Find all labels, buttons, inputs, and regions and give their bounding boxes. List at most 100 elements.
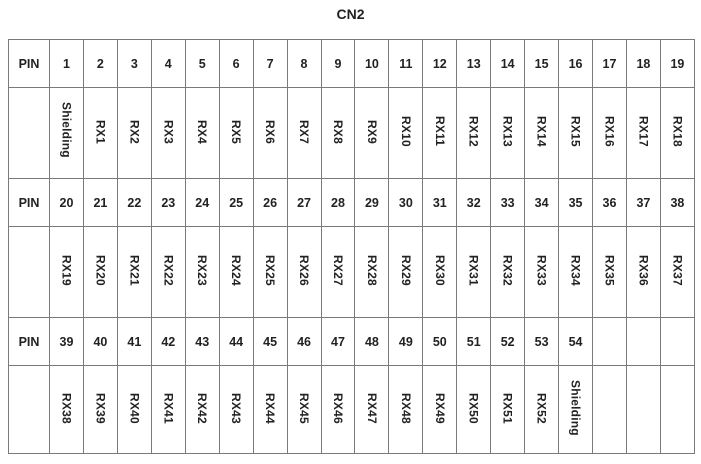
- pinout-table: PIN 1 2 3 4 5 6 7 8 9 10 11 12 13 14 15 16 17 18 19 Shieldin…: [8, 39, 696, 454]
- signal-label: RX32: [500, 255, 515, 286]
- signal-cell: RX40: [116, 365, 152, 454]
- signal-cell: RX36: [625, 226, 661, 318]
- signal-cell: RX38: [49, 365, 84, 454]
- signal-label: RX24: [229, 255, 244, 286]
- signal-label: RX4: [195, 119, 210, 144]
- pin-number-cell: [659, 317, 696, 366]
- signal-label: RX47: [364, 392, 379, 424]
- signal-cell: RX10: [388, 87, 424, 179]
- pin-number-cell: 11: [388, 39, 424, 88]
- signal-label: RX5: [229, 119, 244, 144]
- pin-number-cell: 35: [558, 178, 593, 227]
- pin-number-cell: 42: [150, 317, 186, 366]
- signal-cell: RX7: [286, 87, 322, 179]
- signal-label: RX26: [297, 255, 312, 286]
- pin-number-cell: 18: [625, 39, 661, 88]
- signal-label: RX52: [534, 392, 549, 424]
- signal-label: RX39: [93, 392, 108, 424]
- signal-row: Shielding RX1 RX2 RX3 RX4 RX5 RX6 RX7 RX8 RX9 RX10…: [8, 87, 696, 179]
- pin-number-cell: 46: [286, 317, 322, 366]
- pin-number-cell: 5: [184, 39, 220, 88]
- signal-label: RX2: [127, 119, 142, 144]
- signal-label: RX33: [534, 255, 549, 286]
- pin-number-cell: 27: [286, 178, 322, 227]
- signal-label: Shielding: [59, 102, 74, 158]
- pin-number-cell: 22: [116, 178, 152, 227]
- signal-row: RX38 RX39 RX40 RX41 RX42 RX43 RX44 RX45 RX46 RX47…: [8, 365, 696, 454]
- signal-label: RX17: [636, 116, 651, 147]
- signal-cell: RX8: [320, 87, 356, 179]
- signal-label: RX23: [195, 255, 210, 286]
- pin-number-cell: 10: [354, 39, 390, 88]
- signal-label: RX27: [330, 255, 345, 286]
- signal-cell: RX18: [659, 87, 696, 179]
- signal-cell: RX27: [320, 226, 356, 318]
- signal-label: RX1: [93, 119, 108, 144]
- signal-cell: RX26: [286, 226, 322, 318]
- signal-label: RX29: [398, 255, 413, 286]
- signal-cell: RX1: [82, 87, 118, 179]
- signal-label: RX14: [534, 116, 549, 147]
- pin-number-cell: 47: [320, 317, 356, 366]
- signal-label: RX35: [602, 255, 617, 286]
- pin-number-cell: 13: [456, 39, 492, 88]
- signal-label: RX51: [500, 392, 515, 424]
- pin-number-cell: 40: [82, 317, 118, 366]
- signal-cell: RX6: [252, 87, 288, 179]
- signal-cell: RX31: [456, 226, 492, 318]
- signal-label: RX46: [330, 392, 345, 424]
- signal-cell: [592, 365, 627, 454]
- signal-cell: [659, 365, 696, 454]
- pin-number-cell: 25: [218, 178, 254, 227]
- empty-header-cell: [8, 87, 50, 179]
- pin-number-row: PIN 39 40 41 42 43 44 45 46 47 48 49 50 51 52 53 54: [8, 317, 696, 366]
- signal-label: RX37: [670, 255, 685, 286]
- signal-cell: RX19: [49, 226, 84, 318]
- signal-cell: RX13: [490, 87, 526, 179]
- pin-number-cell: 17: [592, 39, 627, 88]
- pin-number-cell: 9: [320, 39, 356, 88]
- pin-number-cell: 19: [659, 39, 696, 88]
- signal-label: RX42: [195, 392, 210, 424]
- pin-header-cell: PIN: [8, 317, 50, 366]
- pin-number-row: PIN 20 21 22 23 24 25 26 27 28 29 30 31 32 33 34 35 36 37 3…: [8, 178, 696, 227]
- pin-number-cell: 23: [150, 178, 186, 227]
- empty-header-cell: [8, 365, 50, 454]
- pin-number-cell: 26: [252, 178, 288, 227]
- signal-cell: RX24: [218, 226, 254, 318]
- signal-cell: RX42: [184, 365, 220, 454]
- signal-cell: RX17: [625, 87, 661, 179]
- pin-number-cell: 28: [320, 178, 356, 227]
- signal-cell: RX37: [659, 226, 696, 318]
- signal-label: RX21: [127, 255, 142, 286]
- signal-label: RX20: [93, 255, 108, 286]
- signal-label: RX40: [127, 392, 142, 424]
- signal-cell: RX15: [558, 87, 593, 179]
- pin-number-cell: 32: [456, 178, 492, 227]
- pin-number-cell: 36: [592, 178, 627, 227]
- pin-number-cell: 29: [354, 178, 390, 227]
- signal-label: RX50: [466, 392, 481, 424]
- pin-number-cell: 50: [422, 317, 458, 366]
- signal-cell: RX21: [116, 226, 152, 318]
- signal-label: RX13: [500, 116, 515, 147]
- connector-title: CN2: [336, 6, 365, 22]
- signal-cell: RX33: [524, 226, 560, 318]
- signal-label: RX15: [568, 116, 583, 147]
- signal-label: RX6: [263, 119, 278, 144]
- signal-cell: RX23: [184, 226, 220, 318]
- signal-label: RX3: [161, 119, 176, 144]
- signal-cell: Shielding: [49, 87, 84, 179]
- signal-label: RX8: [330, 119, 345, 144]
- pin-number-cell: 54: [558, 317, 593, 366]
- pin-header-cell: PIN: [8, 39, 50, 88]
- signal-cell: RX48: [388, 365, 424, 454]
- signal-cell: RX52: [524, 365, 560, 454]
- signal-cell: Shielding: [558, 365, 593, 454]
- signal-label: RX22: [161, 255, 176, 286]
- signal-cell: RX14: [524, 87, 560, 179]
- signal-cell: RX32: [490, 226, 526, 318]
- pin-header-cell: PIN: [8, 178, 50, 227]
- signal-cell: RX47: [354, 365, 390, 454]
- pin-number-cell: 1: [49, 39, 84, 88]
